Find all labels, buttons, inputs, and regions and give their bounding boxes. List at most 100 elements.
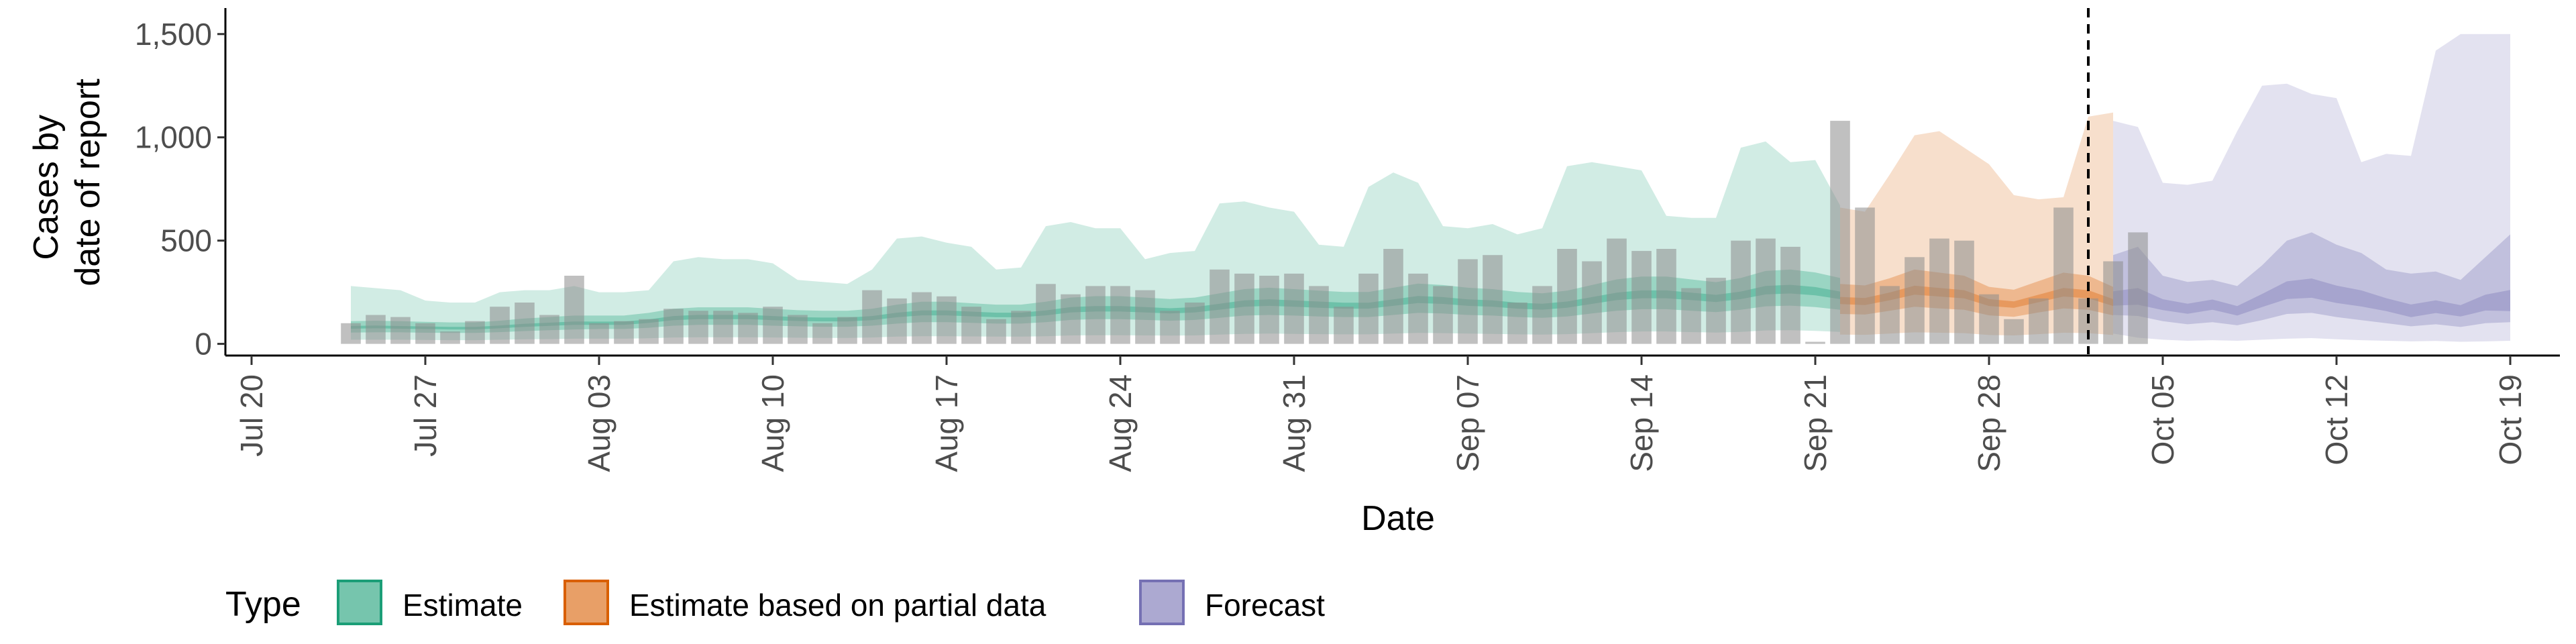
bar [1433,286,1453,344]
bar [688,311,708,344]
bar [1532,286,1552,344]
bar [1483,255,1503,344]
bar [887,298,907,344]
bar [2004,319,2024,344]
bar [1681,288,1701,344]
bar [1383,249,1403,344]
bar [1259,276,1279,344]
bar [341,323,361,344]
x-tick-label: Aug 10 [755,374,790,472]
legend-title: Type [225,585,301,624]
legend-key-partial [564,580,609,625]
bar [440,331,460,344]
bar [1929,238,1949,344]
bar [589,323,609,344]
bar [912,292,932,344]
bar [639,319,659,344]
bar [2029,298,2049,344]
bar [2128,232,2148,344]
bar [1557,249,1577,344]
bar [1210,269,1230,344]
legend-label-forecast: Forecast [1205,588,1325,623]
bar [1706,278,1726,344]
bar [415,323,435,344]
outer-ribbon-forecast [2113,34,2510,342]
bar [1830,121,1850,344]
bar [1458,259,1478,344]
x-tick-label: Oct 05 [2145,374,2180,466]
bar [465,321,485,344]
legend-entry-partial: Estimate based on partial data [564,580,1046,625]
bar [2053,207,2074,344]
bar [366,315,386,344]
y-ticks: 0 500 1,000 1,500 [135,17,225,362]
bar [1631,251,1652,344]
x-tick-label: Aug 17 [929,374,964,472]
legend: Type Estimate Estimate based on partial … [225,580,1325,625]
x-tick-label: Aug 03 [582,374,616,472]
y-axis-title: Cases by date of report [27,78,107,286]
bar [1036,284,1056,344]
bar [1607,238,1627,344]
bar [1234,273,1254,344]
bar [1408,273,1428,344]
x-ticks: Jul 20 Jul 27 Aug 03 Aug 10 Aug 17 Aug 24 Aug … [234,356,2528,472]
bar [1805,341,1825,344]
x-tick-label: Sep 21 [1798,374,1833,472]
bar [515,303,535,344]
bar [564,276,584,344]
bar [1582,261,1602,344]
bar [763,307,783,344]
bar [1507,303,1527,344]
bar [614,321,634,344]
reported-case-bars [341,121,2148,344]
x-tick-label: Aug 31 [1277,374,1311,472]
bar [1954,240,1974,344]
x-axis-title: Date [1361,499,1435,538]
x-tick-label: Sep 14 [1624,374,1659,472]
bar [1756,238,1776,344]
bar [1880,286,1900,344]
x-tick-label: Jul 20 [234,374,269,457]
bar [663,309,684,344]
bar [812,323,833,344]
y-axis-title-line-2: date of report [68,78,107,286]
bar [837,317,857,344]
y-axis-title-line-1: Cases by [27,115,66,260]
y-tick-label: 500 [160,223,212,258]
bar [539,315,559,344]
bar [1135,290,1155,344]
bar [490,307,510,344]
y-tick-label: 0 [195,327,212,362]
bar [1731,240,1751,344]
legend-label-partial: Estimate based on partial data [629,588,1046,623]
bar [936,296,957,344]
bar [1309,286,1329,344]
bar [713,311,733,344]
bar [986,319,1006,344]
bar [1979,294,1999,344]
x-tick-label: Jul 27 [408,374,443,457]
bar [1011,311,1031,344]
legend-key-forecast [1139,580,1185,625]
x-tick-label: Sep 07 [1450,374,1485,472]
inner-ribbon-forecast [2113,232,2510,327]
bar [1185,303,1205,344]
legend-label-estimate: Estimate [402,588,523,623]
x-axis: Jul 20 Jul 27 Aug 03 Aug 10 Aug 17 Aug 24 Aug … [225,354,2560,472]
y-tick-label: 1,000 [135,120,212,155]
legend-entry-forecast: Forecast [1139,580,1325,625]
bar [1855,207,1875,344]
bar [1160,311,1180,344]
bar [1284,273,1304,344]
bar [788,315,808,344]
bar [1334,307,1354,344]
bar [1358,273,1379,344]
median-ribbon-forecast [2113,278,2510,317]
bar [1656,249,1676,344]
legend-entry-estimate: Estimate [337,580,523,625]
legend-key-estimate [337,580,382,625]
x-tick-label: Aug 24 [1103,374,1138,472]
x-tick-label: Oct 12 [2319,374,2354,466]
x-tick-label: Sep 28 [1972,374,2006,472]
